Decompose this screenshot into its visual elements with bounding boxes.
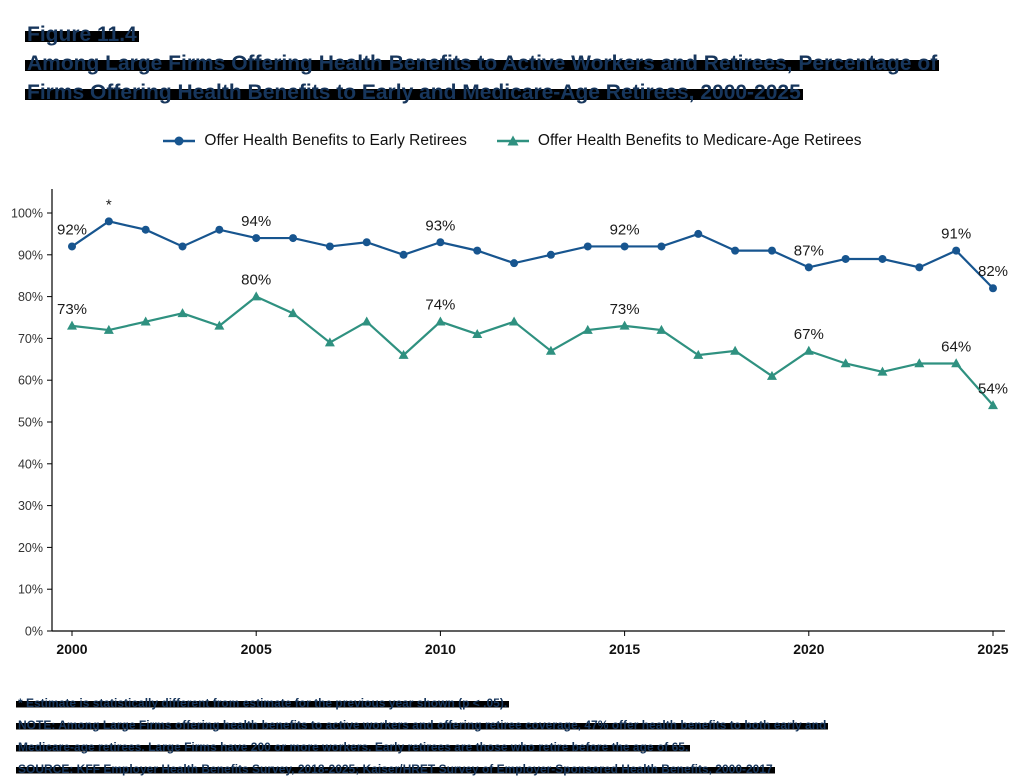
legend-label-early-retirees: Offer Health Benefits to Early Retirees (204, 132, 467, 149)
svg-text:2025: 2025 (977, 641, 1008, 657)
svg-text:92%: 92% (57, 221, 87, 238)
svg-text:80%: 80% (18, 290, 43, 304)
svg-text:2020: 2020 (793, 641, 824, 657)
svg-text:*: * (106, 196, 112, 213)
svg-text:60%: 60% (18, 374, 43, 388)
svg-text:73%: 73% (610, 301, 640, 318)
svg-text:67%: 67% (794, 326, 824, 343)
svg-text:2000: 2000 (56, 641, 87, 657)
footnote-asterisk: * Estimate is statistically different fr… (16, 696, 510, 710)
svg-text:50%: 50% (18, 416, 43, 430)
svg-text:2005: 2005 (241, 641, 272, 657)
svg-text:54%: 54% (978, 380, 1008, 397)
legend-item-medicare-age-retirees: Offer Health Benefits to Medicare-Age Re… (495, 132, 862, 150)
footnote-note-line-2: Medicare-age retirees. Large Firms have … (16, 740, 691, 754)
footnote-note-line-1: NOTE: Among Large Firms offering health … (16, 718, 829, 732)
svg-text:87%: 87% (794, 242, 824, 259)
svg-text:100%: 100% (11, 207, 43, 221)
svg-text:74%: 74% (425, 297, 455, 314)
svg-text:82%: 82% (978, 263, 1008, 280)
footnote-source: SOURCE: KFF Employer Health Benefits Sur… (16, 762, 775, 776)
svg-text:73%: 73% (57, 301, 87, 318)
footnotes: * Estimate is statistically different fr… (16, 692, 1016, 780)
line-chart: 0% 10% 20% 30% 40% 50% 60% 70% 80% 90% 100% 2000 200… (11, 189, 1009, 657)
legend-label-medicare-age-retirees: Offer Health Benefits to Medicare-Age Re… (537, 132, 862, 149)
svg-text:0%: 0% (25, 625, 43, 639)
svg-text:92%: 92% (610, 221, 640, 238)
line-triangle-marker-icon (496, 135, 529, 146)
svg-text:90%: 90% (18, 248, 43, 262)
figure-title-line-1: Among Large Firms Offering Health Benefi… (25, 52, 940, 75)
line-circle-marker-icon (163, 136, 196, 146)
svg-text:40%: 40% (18, 457, 43, 471)
svg-text:2010: 2010 (425, 641, 456, 657)
figure-title-line-2: Firms Offering Health Benefits to Early … (25, 81, 803, 104)
chart-legend: Offer Health Benefits to Early Retirees … (0, 132, 1023, 150)
svg-text:10%: 10% (18, 583, 43, 597)
figure-title-block: Figure 11.4 Among Large Firms Offering H… (25, 20, 985, 107)
svg-text:80%: 80% (241, 272, 271, 289)
legend-item-early-retirees: Offer Health Benefits to Early Retirees (161, 132, 467, 150)
svg-text:93%: 93% (425, 217, 455, 234)
figure-label: Figure 11.4 (25, 23, 139, 46)
svg-text:91%: 91% (941, 226, 971, 243)
svg-text:2015: 2015 (609, 641, 640, 657)
svg-text:70%: 70% (18, 332, 43, 346)
svg-text:30%: 30% (18, 499, 43, 513)
svg-text:94%: 94% (241, 213, 271, 230)
svg-text:64%: 64% (941, 338, 971, 355)
svg-text:20%: 20% (18, 541, 43, 555)
